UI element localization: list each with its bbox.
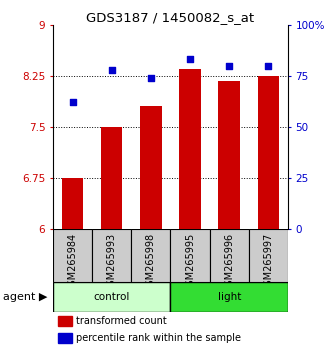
Bar — [140, 107, 162, 229]
Bar — [131, 229, 170, 282]
Point — [226, 63, 232, 68]
Text: GSM265997: GSM265997 — [263, 233, 273, 292]
Point — [266, 63, 271, 68]
Text: control: control — [94, 292, 130, 302]
Text: GSM265993: GSM265993 — [107, 233, 117, 292]
Bar — [249, 229, 288, 282]
Text: percentile rank within the sample: percentile rank within the sample — [76, 333, 241, 343]
Bar — [179, 69, 201, 229]
Text: light: light — [217, 292, 241, 302]
Point — [109, 67, 114, 73]
Text: transformed count: transformed count — [76, 316, 167, 326]
Bar — [92, 229, 131, 282]
Bar — [62, 178, 83, 229]
Bar — [53, 229, 92, 282]
Text: GSM265996: GSM265996 — [224, 233, 234, 292]
Bar — [58, 333, 72, 343]
Point — [70, 99, 75, 105]
Text: agent ▶: agent ▶ — [3, 292, 48, 302]
Bar — [258, 76, 279, 229]
Text: GSM265998: GSM265998 — [146, 233, 156, 292]
Title: GDS3187 / 1450082_s_at: GDS3187 / 1450082_s_at — [86, 11, 255, 24]
Text: GSM265995: GSM265995 — [185, 233, 195, 292]
Bar — [218, 81, 240, 229]
Bar — [210, 229, 249, 282]
Text: GSM265984: GSM265984 — [68, 233, 77, 292]
Bar — [170, 229, 210, 282]
Point — [187, 57, 193, 62]
Point — [148, 75, 154, 81]
Bar — [58, 315, 72, 326]
Bar — [170, 282, 288, 312]
Bar — [101, 127, 122, 229]
Bar — [53, 282, 170, 312]
